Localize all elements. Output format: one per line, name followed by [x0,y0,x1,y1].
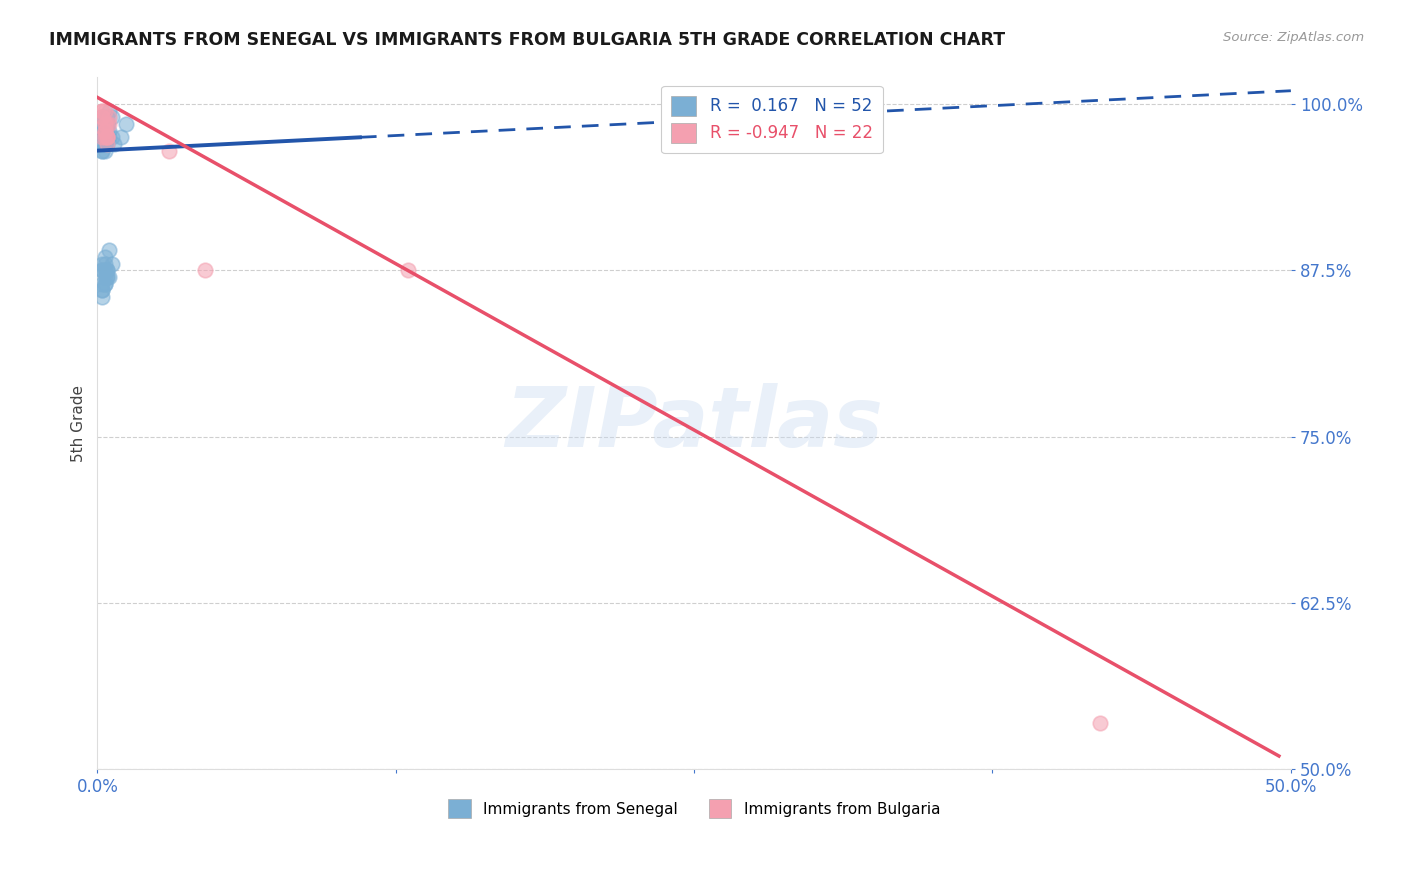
Point [91,111,114,125]
Point [98,117,121,131]
Point [96,263,118,277]
Point [93,123,115,137]
Point [91,130,114,145]
Point [91,257,114,271]
Text: ZIPatlas: ZIPatlas [505,383,883,464]
Point [96,111,118,125]
Point [93,144,115,158]
Point [96,263,118,277]
Point [91,136,114,151]
Point [100,130,122,145]
Point [93,117,115,131]
Point [96,130,118,145]
Point [93,130,115,145]
Point [91,111,114,125]
Point [96,136,118,151]
Point [115,117,138,131]
Point [91,263,114,277]
Point [91,263,114,277]
Point [91,290,114,304]
Point [96,117,118,131]
Point [98,130,121,145]
Point [103,136,125,151]
Point [100,111,122,125]
Point [96,130,118,145]
Point [93,136,115,151]
Text: IMMIGRANTS FROM SENEGAL VS IMMIGRANTS FROM BULGARIA 5TH GRADE CORRELATION CHART: IMMIGRANTS FROM SENEGAL VS IMMIGRANTS FR… [49,31,1005,49]
Point [91,283,114,297]
Point [93,117,115,131]
Point [93,123,115,137]
Point [91,144,114,158]
Point [98,111,121,125]
Point [93,130,115,145]
Point [91,130,114,145]
Point [93,257,115,271]
Point [96,136,118,151]
Point [91,123,114,137]
Point [98,244,121,258]
Legend: Immigrants from Senegal, Immigrants from Bulgaria: Immigrants from Senegal, Immigrants from… [441,793,946,824]
Point [93,270,115,285]
Point [93,123,115,137]
Point [93,130,115,145]
Point [396,263,419,277]
Point [93,250,115,264]
Point [91,283,114,297]
Point [93,136,115,151]
Point [91,117,114,131]
Point [96,270,118,285]
Point [98,103,121,118]
Point [93,277,115,291]
Point [1088,715,1111,730]
Point [93,277,115,291]
Point [91,103,114,118]
Point [91,111,114,125]
Point [96,123,118,137]
Point [91,103,114,118]
Point [98,270,121,285]
Point [91,144,114,158]
Point [93,123,115,137]
Point [157,144,180,158]
Point [194,263,217,277]
Point [96,117,118,131]
Point [91,130,114,145]
Point [96,117,118,131]
Point [93,263,115,277]
Point [96,270,118,285]
Point [93,117,115,131]
Point [93,103,115,118]
Point [98,123,121,137]
Point [91,111,114,125]
Y-axis label: 5th Grade: 5th Grade [72,384,86,462]
Point [100,257,122,271]
Point [93,117,115,131]
Text: Source: ZipAtlas.com: Source: ZipAtlas.com [1223,31,1364,45]
Point [110,130,132,145]
Point [96,130,118,145]
Point [91,277,114,291]
Point [96,117,118,131]
